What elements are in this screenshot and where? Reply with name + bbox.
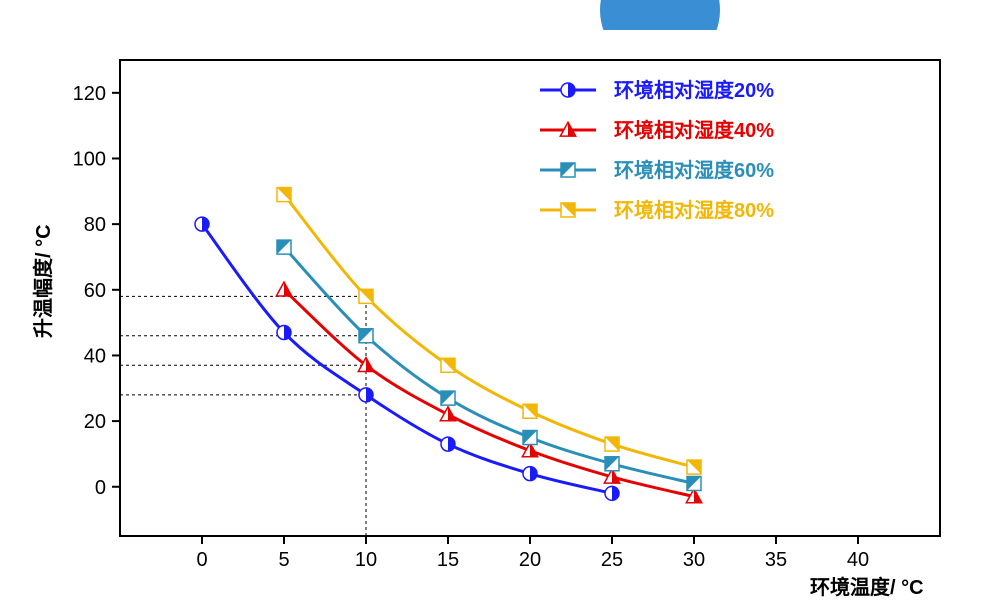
y-tick-label: 80 [84,214,106,236]
x-tick-label: 25 [601,549,623,571]
x-tick-label: 10 [355,549,377,571]
legend-marker [561,163,575,177]
series-line [284,195,694,467]
x-tick-label: 20 [519,549,541,571]
line-chart: 0 5 10 15 20 25 30 35 40 环境温度/ °C 0 20 40 60 80 100 120 升… [0,0,986,602]
y-tick-label: 120 [73,83,106,105]
x-tick-label: 40 [847,549,869,571]
y-tick-label: 100 [73,148,106,170]
x-tick-label: 30 [683,549,705,571]
series-line [284,247,694,483]
x-axis-label: 环境温度/ °C [810,575,924,599]
chart-container: 0 5 10 15 20 25 30 35 40 环境温度/ °C 0 20 40 60 80 100 120 升… [0,0,986,602]
x-tick-label: 15 [437,549,459,571]
plot-border [120,60,940,536]
legend-marker [561,83,575,97]
y-tick-label: 20 [84,411,106,433]
y-axis-label: 升温幅度/ °C [31,224,55,338]
series-markers [195,217,619,500]
y-tick-label: 0 [95,477,106,499]
legend-marker [561,203,575,217]
y-tick-label: 60 [84,280,106,302]
x-tick-label: 5 [278,549,289,571]
legend-label: 环境相对湿度20% [614,78,774,102]
legend-label: 环境相对湿度80% [614,198,774,222]
series-markers [277,188,701,474]
x-tick-label: 35 [765,549,787,571]
legend-label: 环境相对湿度40% [614,118,774,142]
series-line [284,290,694,497]
series-line [202,224,612,493]
y-tick-label: 40 [84,345,106,367]
x-tick-label: 0 [196,549,207,571]
legend-label: 环境相对湿度60% [614,158,774,182]
